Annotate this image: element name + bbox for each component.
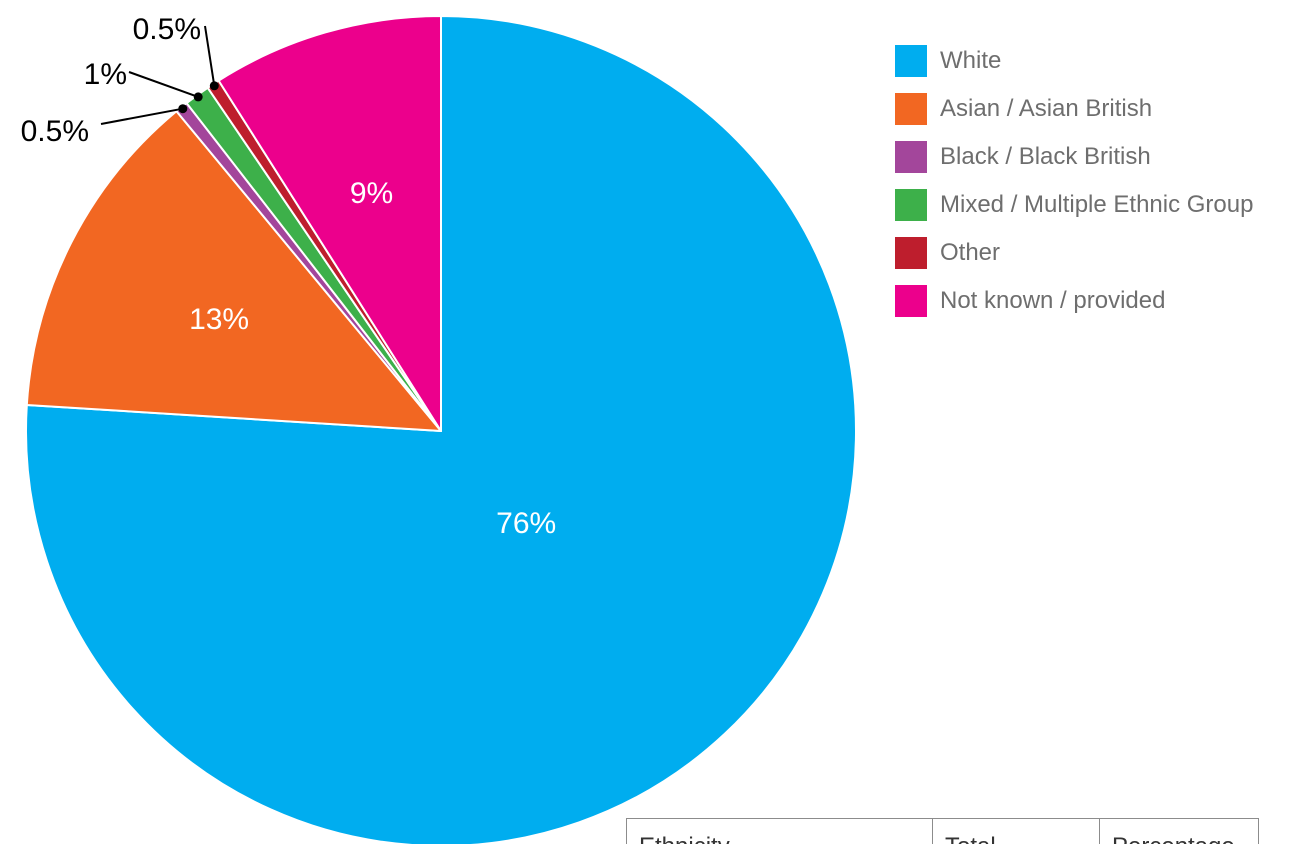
slice-callout-label: 0.5%	[133, 13, 201, 46]
pie-slices	[25, 15, 857, 844]
legend-swatch	[895, 237, 927, 269]
legend-item-white: White	[895, 37, 1253, 85]
legend-item-not-known: Not known / provided	[895, 277, 1253, 325]
column-header-percentage: Percentage	[1099, 818, 1259, 844]
legend-item-asian: Asian / Asian British	[895, 85, 1253, 133]
legend-swatch	[895, 45, 927, 77]
legend-label: Mixed / Multiple Ethnic Group	[940, 191, 1254, 218]
legend-label: Black / Black British	[940, 143, 1151, 170]
legend-swatch	[895, 93, 927, 125]
callout-line	[100, 107, 183, 125]
pie-slice	[25, 110, 442, 432]
table-header-row: Ethnicity Total Percentage	[626, 818, 1259, 844]
legend-item-other: Other	[895, 229, 1253, 277]
slice-callout-label: 1%	[84, 58, 127, 91]
legend-label: Asian / Asian British	[940, 95, 1153, 122]
callout-line	[204, 25, 216, 86]
column-header-total: Total	[932, 818, 1100, 844]
chart-legend: White Asian / Asian British Black / Blac…	[895, 37, 1253, 325]
legend-swatch	[895, 141, 927, 173]
slice-data-label: 9%	[350, 177, 393, 210]
pie-labels: 76%13%0.5%1%0.5%9%	[21, 13, 557, 540]
column-header-ethnicity: Ethnicity	[626, 818, 933, 844]
callout-line	[128, 71, 199, 98]
pie-chart: 76%13%0.5%1%0.5%9%	[21, 13, 857, 844]
legend-label: Other	[940, 239, 1001, 266]
slice-data-label: 13%	[189, 303, 249, 336]
legend-swatch	[895, 285, 927, 317]
pie-slice	[25, 15, 857, 844]
pie-slice	[217, 15, 442, 432]
legend-item-black: Black / Black British	[895, 133, 1253, 181]
pie-callouts	[100, 25, 219, 125]
callout-dot	[193, 92, 203, 102]
legend-item-mixed: Mixed / Multiple Ethnic Group	[895, 181, 1253, 229]
callout-dot	[178, 104, 188, 114]
legend-swatch	[895, 189, 927, 221]
legend-label: White	[940, 47, 1002, 74]
slice-callout-label: 0.5%	[21, 115, 89, 148]
ethnicity-table: Ethnicity Total Percentage	[626, 818, 1259, 844]
slice-data-label: 76%	[496, 507, 556, 540]
legend-label: Not known / provided	[940, 287, 1166, 314]
callout-dot	[209, 81, 219, 91]
